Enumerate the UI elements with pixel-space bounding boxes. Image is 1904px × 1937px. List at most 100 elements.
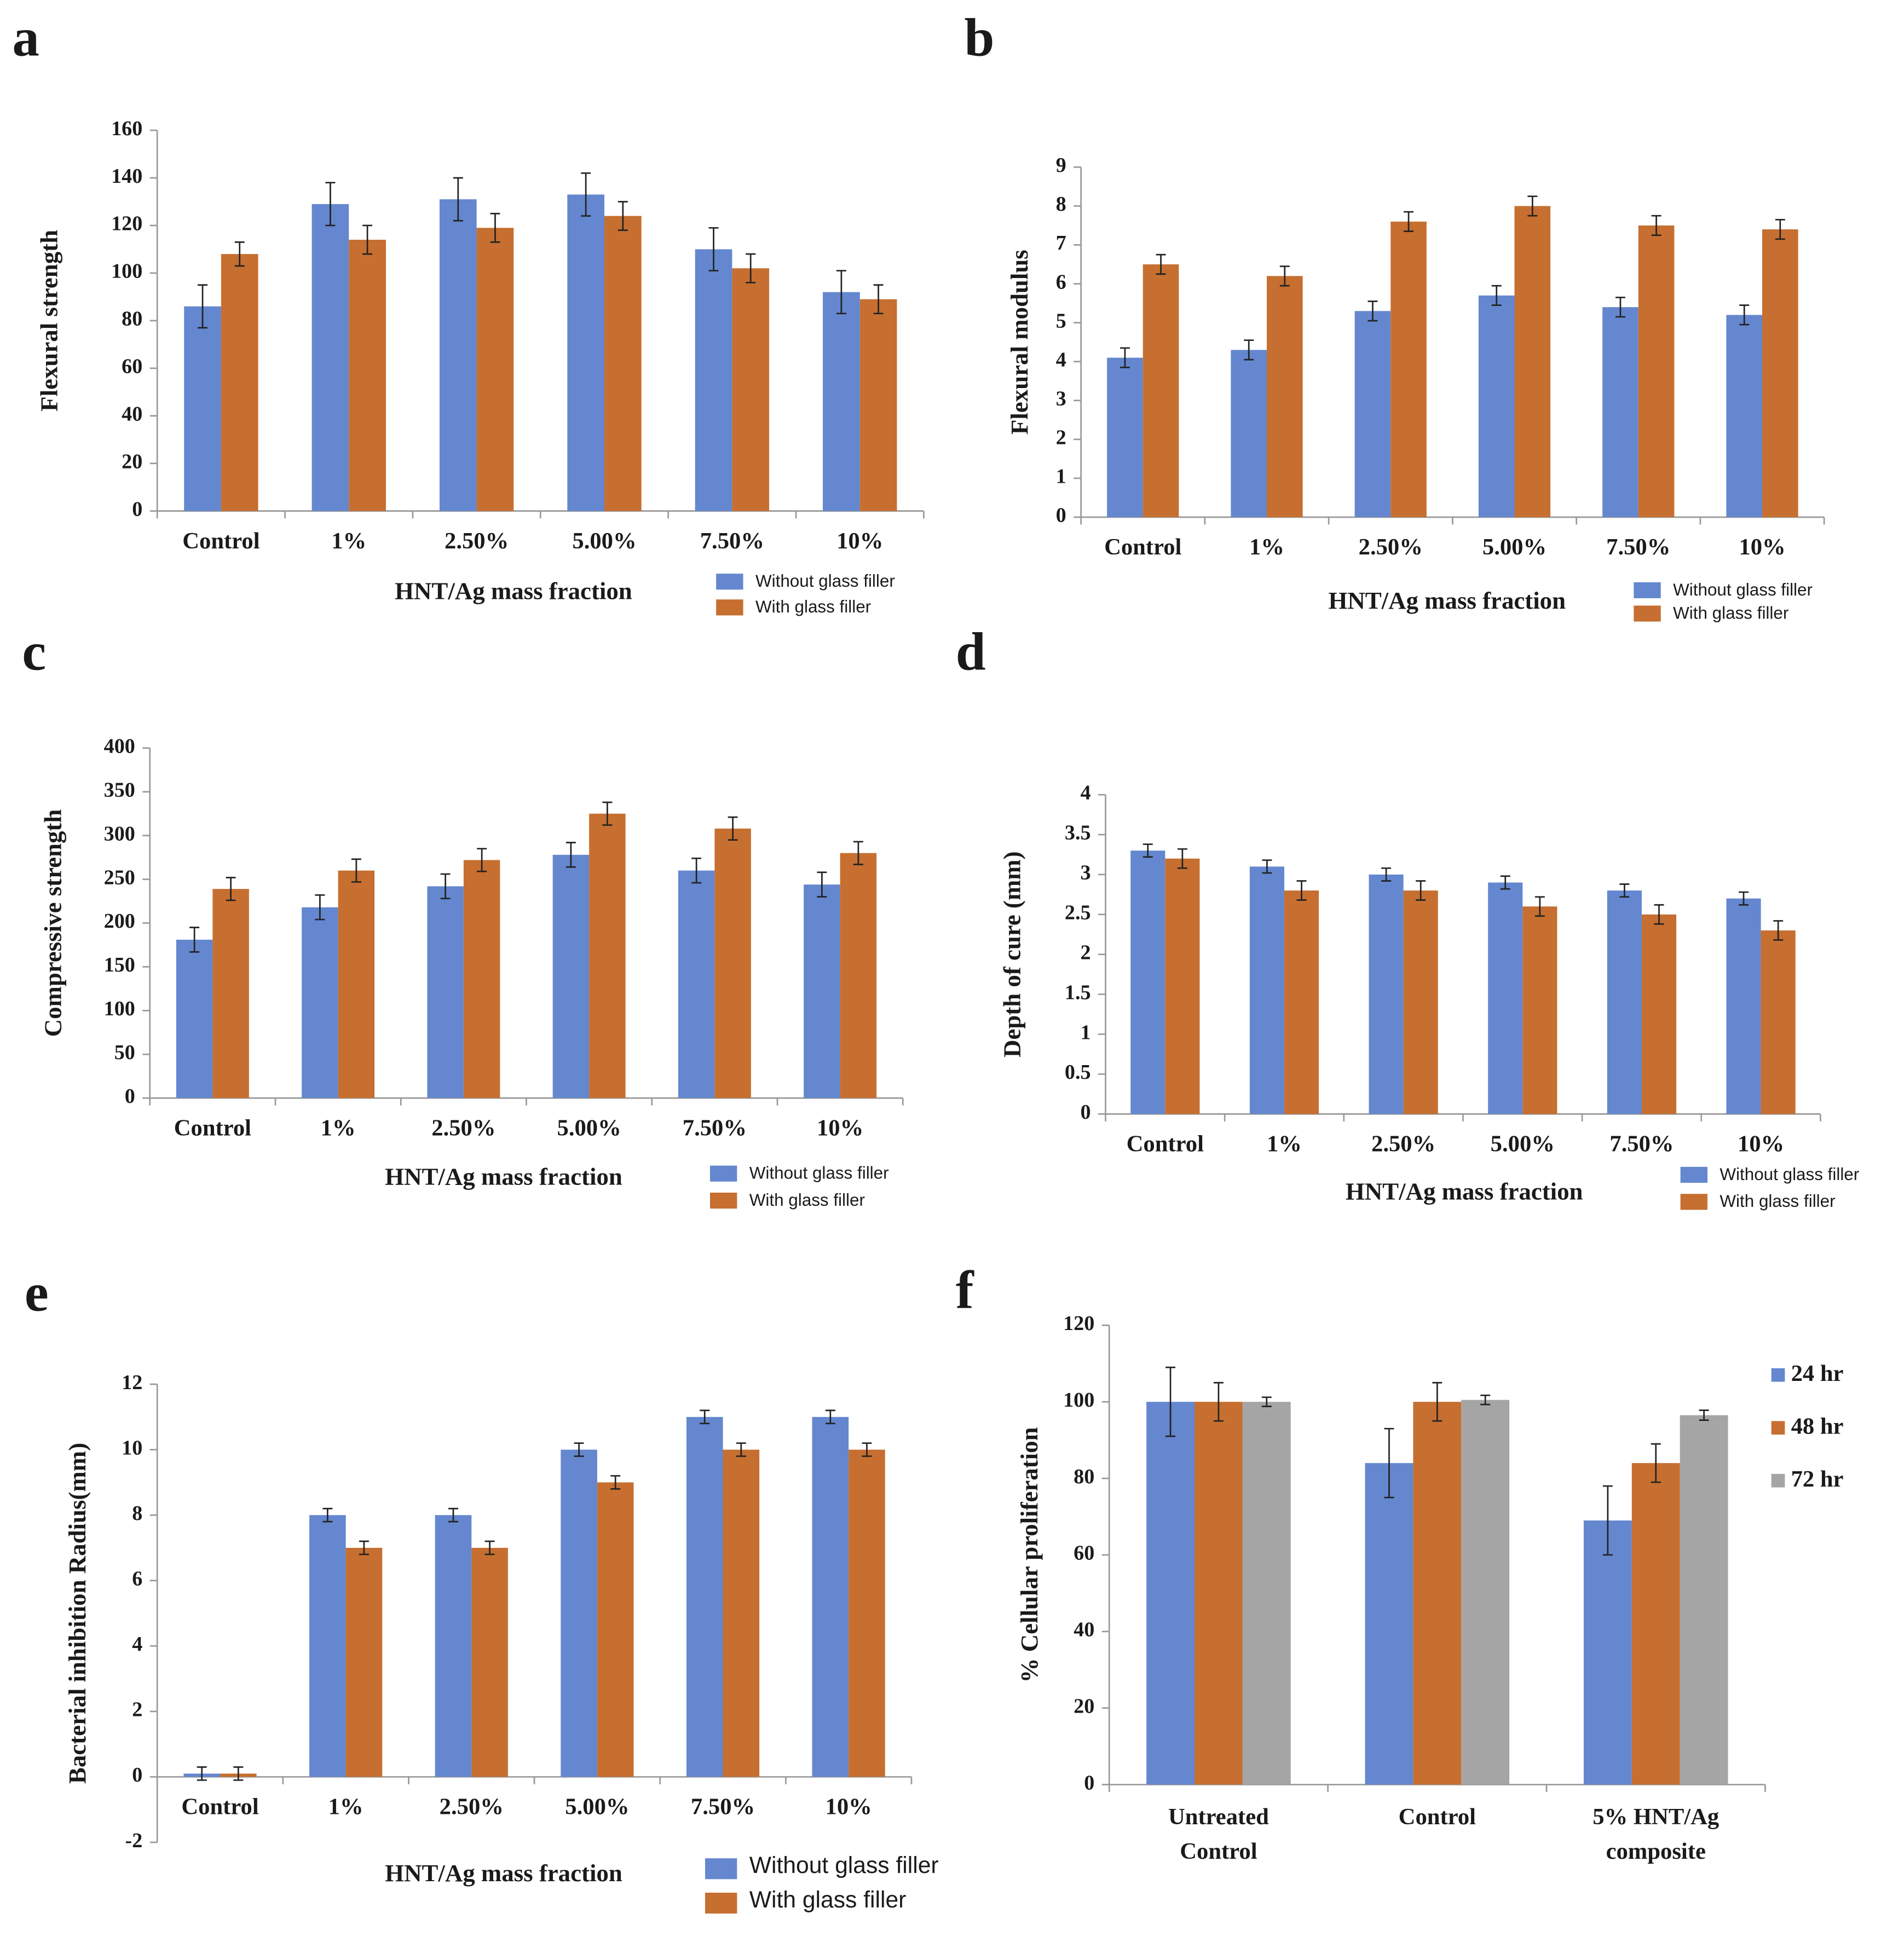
- error-bar: [1143, 843, 1153, 858]
- x-tick-label: 10%: [836, 528, 883, 554]
- bar: [1354, 311, 1391, 517]
- panel-label: c: [22, 622, 46, 681]
- error-bar: [1739, 891, 1749, 906]
- error-bar: [728, 816, 738, 841]
- error-bar: [873, 284, 884, 315]
- legend-swatch: [716, 599, 743, 616]
- x-tick-label: 5.00%: [1491, 1131, 1555, 1157]
- x-tick-label: 2.50%: [440, 1794, 504, 1820]
- legend-swatch: [1680, 1194, 1707, 1210]
- error-bar: [1156, 253, 1166, 275]
- error-bar: [1615, 297, 1625, 318]
- y-tick-label: 60: [122, 355, 142, 378]
- bar: [1130, 851, 1166, 1114]
- bar: [1726, 315, 1763, 517]
- y-tick-label: 8: [1056, 193, 1066, 216]
- bar: [212, 889, 249, 1098]
- y-tick-label: 0: [132, 1763, 142, 1786]
- error-bar: [1699, 1409, 1709, 1421]
- error-bar: [362, 224, 373, 255]
- y-tick-label: 9: [1056, 154, 1066, 177]
- x-tick-label: Control: [1399, 1804, 1476, 1830]
- error-bar: [1166, 1366, 1176, 1437]
- error-bar: [1651, 215, 1661, 236]
- x-tick-label: Control: [1104, 534, 1181, 560]
- error-bar: [1654, 904, 1664, 925]
- y-tick-label: 6: [1056, 270, 1066, 293]
- error-bar: [862, 1442, 872, 1457]
- bar: [1631, 1463, 1680, 1785]
- y-tick-label: 12: [122, 1371, 142, 1394]
- x-tick-label: Control: [174, 1115, 251, 1141]
- y-tick-label: 80: [1074, 1465, 1094, 1488]
- bar: [1478, 295, 1515, 517]
- bar: [463, 860, 500, 1098]
- y-tick-label: 10: [122, 1436, 142, 1459]
- error-bar: [1775, 218, 1785, 240]
- y-tick-label: 140: [111, 165, 142, 188]
- bar: [849, 1449, 885, 1777]
- error-bar: [1381, 867, 1392, 882]
- bar: [1638, 225, 1675, 517]
- error-bar: [1262, 859, 1272, 874]
- x-tick-label: composite: [1606, 1838, 1706, 1864]
- panel-label: b: [964, 8, 994, 67]
- error-bar: [602, 801, 613, 826]
- y-tick-label: 1: [1080, 1021, 1091, 1044]
- y-tick-label: 20: [122, 450, 142, 473]
- y-axis-label: % Cellular proliferation: [1016, 1427, 1043, 1682]
- bar: [1680, 1415, 1728, 1785]
- error-bar: [198, 284, 208, 329]
- legend-label: Without glass filler: [1720, 1165, 1859, 1184]
- legend-swatch: [1771, 1473, 1785, 1488]
- bar: [1413, 1402, 1462, 1785]
- bar: [471, 1547, 508, 1777]
- x-tick-label: 7.50%: [1606, 534, 1670, 560]
- bar: [311, 204, 349, 511]
- error-bar: [1619, 883, 1630, 898]
- error-bar: [1368, 300, 1378, 322]
- bar: [1522, 906, 1557, 1114]
- x-tick-label: 10%: [1739, 534, 1785, 560]
- x-tick-label: Control: [182, 528, 259, 554]
- error-bar: [1500, 875, 1510, 890]
- legend-label: Without glass filler: [749, 1852, 939, 1878]
- error-bar: [1384, 1427, 1394, 1499]
- error-bar: [736, 1442, 746, 1457]
- bar: [435, 1515, 472, 1777]
- x-tick-label: Untreated: [1168, 1804, 1269, 1830]
- bar: [723, 1449, 760, 1777]
- legend-swatch: [705, 1858, 737, 1880]
- y-tick-label: 1.5: [1065, 981, 1091, 1004]
- y-tick-label: 40: [1074, 1618, 1094, 1641]
- x-tick-label: 7.50%: [691, 1794, 755, 1820]
- y-axis-label: Depth of cure (mm): [999, 851, 1026, 1057]
- y-tick-label: 20: [1074, 1695, 1094, 1718]
- error-bar: [325, 182, 336, 227]
- bar: [1726, 898, 1761, 1114]
- bar: [1514, 206, 1551, 517]
- legend-label: Without glass filler: [755, 571, 895, 591]
- y-tick-label: 300: [104, 822, 135, 845]
- y-tick-label: 7: [1056, 232, 1066, 255]
- error-bar: [1527, 195, 1538, 217]
- error-bar: [1244, 339, 1254, 361]
- bar: [823, 292, 860, 511]
- error-bar: [453, 177, 463, 222]
- error-bar: [1480, 1394, 1491, 1406]
- legend-label: 24 hr: [1791, 1361, 1844, 1386]
- bar: [184, 306, 221, 511]
- error-bar: [490, 212, 500, 243]
- legend-label: With glass filler: [755, 597, 871, 616]
- error-bar: [351, 858, 361, 883]
- y-tick-label: 2: [132, 1698, 142, 1721]
- error-bar: [581, 172, 591, 217]
- error-bar: [440, 873, 451, 900]
- x-tick-label: 10%: [817, 1115, 863, 1141]
- bar: [302, 907, 338, 1098]
- x-axis-label: HNT/Ag mass fraction: [385, 1859, 622, 1887]
- error-bar: [1296, 880, 1307, 901]
- bar: [561, 1449, 597, 1777]
- error-bar: [574, 1442, 584, 1457]
- x-tick-label: 5.00%: [557, 1115, 621, 1141]
